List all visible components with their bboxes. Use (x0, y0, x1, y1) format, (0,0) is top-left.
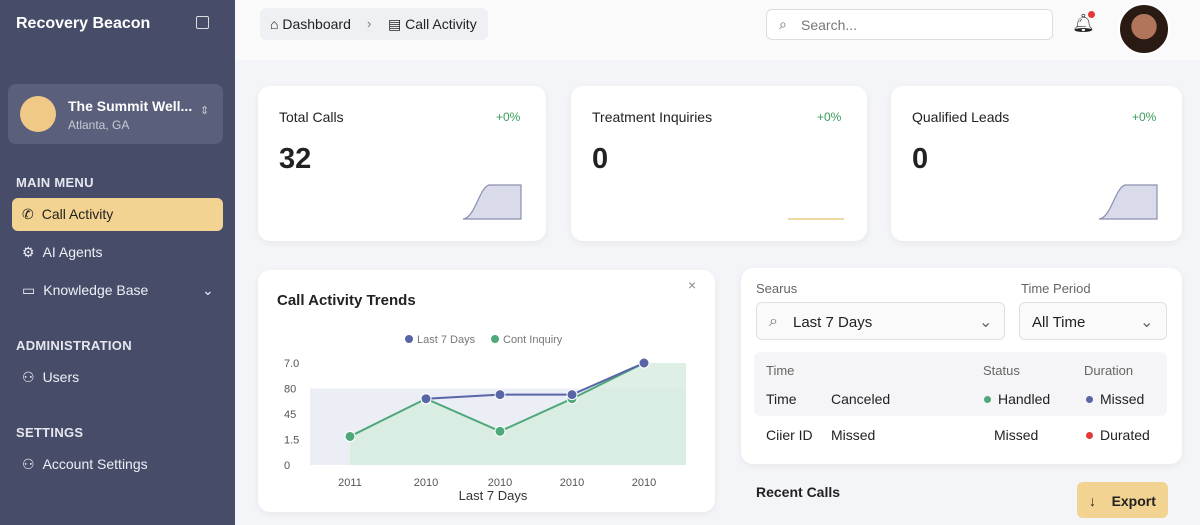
sparkline-area (1098, 184, 1158, 220)
legend-label: Cont Inquiry (503, 334, 563, 346)
period-select[interactable]: All Time ⌄ (1019, 302, 1167, 340)
stat-label: Total Calls (279, 109, 344, 125)
crumb-label: Dashboard (282, 16, 351, 32)
y-tick-label: 1.5 (284, 435, 299, 447)
filter-label: Time Period (1021, 281, 1091, 296)
table-cell: Missed (831, 427, 876, 443)
status-dot (1086, 432, 1093, 439)
org-switcher[interactable]: The Summit Well... Atlanta, GA ⇕ (8, 84, 223, 144)
menu-item[interactable]: ✆ Call Activity (22, 206, 114, 222)
bell[interactable]: 🔔︎ (1072, 13, 1095, 33)
point (566, 389, 578, 401)
table-header: Duration (1084, 363, 1134, 378)
notification-dot (1088, 11, 1095, 18)
y-tick-label: 7.0 (284, 358, 299, 370)
sidebar: Recovery Beacon The Summit Well... Atlan… (0, 0, 235, 525)
status-dot (984, 396, 991, 403)
y-tick-label: 0 (284, 460, 290, 472)
x-tick-label: 2010 (632, 477, 656, 489)
crumb[interactable]: ▤ Call Activity (388, 16, 477, 32)
org-icon (20, 96, 56, 132)
sparkline (1098, 184, 1158, 220)
table-cell: Ciier ID (766, 427, 813, 443)
menu-item[interactable]: ⚇ Account Settings (22, 456, 148, 472)
table-header: Status (983, 363, 1020, 378)
section-title: SETTINGS (16, 425, 84, 440)
x-tick-label: 2010 (414, 477, 438, 489)
crumb-label: Call Activity (405, 16, 477, 32)
y-tick-label: 80 (284, 384, 296, 396)
crumb-sep: › (367, 16, 372, 31)
point (638, 357, 650, 369)
point (344, 430, 356, 442)
stat-value: 0 (592, 143, 609, 175)
y-tick-label: 45 (284, 409, 296, 421)
area (350, 363, 686, 465)
section-title: MAIN MENU (16, 175, 94, 190)
breadcrumb (260, 8, 488, 40)
section-title: Recent Calls (756, 484, 841, 500)
menu-item[interactable]: ⚙ AI Agents (22, 244, 103, 260)
sparkline (788, 218, 844, 220)
stat-value: 0 (912, 143, 929, 175)
x-tick-label: 2010 (560, 477, 584, 489)
menu-label: AI Agents (42, 244, 103, 260)
menu-label: Knowledge Base (43, 282, 149, 298)
legend-label: Last 7 Days (417, 334, 476, 346)
table-cell: Handled (998, 391, 1051, 407)
section-title: ADMINISTRATION (16, 338, 132, 353)
table-cell: Durated (1100, 427, 1150, 443)
avatar[interactable] (1118, 3, 1170, 55)
menu-label: Users (42, 369, 80, 385)
line (425, 362, 645, 400)
table-head-bg (754, 352, 1167, 416)
stat-label: Treatment Inquiries (592, 109, 713, 125)
status-dot (1086, 396, 1093, 403)
stat-label: Qualified Leads (912, 109, 1010, 125)
x-tick-label: 2011 (338, 477, 362, 489)
status-select[interactable]: ⌕ Last 7 Days ⌄ (756, 302, 1005, 340)
stat-change: +0% (1132, 110, 1157, 124)
x-axis-label: Last 7 Days (459, 488, 528, 503)
stat-value: 32 (279, 143, 312, 175)
trends-chart: Call Activity Trends × 0 1.5 45 80 7.0 2011 2010… (277, 277, 696, 503)
point (494, 425, 506, 437)
point (420, 393, 432, 405)
collapse-button[interactable] (196, 16, 209, 29)
stat-change: +0% (496, 110, 521, 124)
sparkline (462, 184, 522, 220)
button-label: Export (1111, 493, 1156, 509)
menu-item[interactable]: ⚇ Users (22, 369, 80, 385)
search-box[interactable]: ⌕ Search... (766, 9, 1053, 40)
legend-dot (405, 335, 413, 343)
menu-label: Account Settings (42, 456, 148, 472)
select-value: Last 7 Days (793, 314, 873, 331)
point (494, 389, 506, 401)
filter-label: Searus (756, 281, 798, 296)
menu-item[interactable]: ▭ Knowledge Base ⌄ (22, 282, 214, 298)
search-placeholder: Search... (801, 17, 858, 33)
table-cell: Time (766, 391, 797, 407)
brand: Recovery Beacon (16, 15, 151, 32)
org-location: Atlanta, GA (68, 118, 130, 132)
sparkline-area (462, 184, 522, 220)
table-cell: Missed (994, 427, 1039, 443)
legend-dot (491, 335, 499, 343)
crumb[interactable]: ⌂ Dashboard (270, 16, 351, 32)
menu-label: Call Activity (41, 206, 114, 222)
table-header: Time (766, 363, 795, 378)
stat-card (571, 86, 867, 241)
table-cell: Canceled (831, 391, 891, 407)
select-value: All Time (1032, 314, 1086, 331)
org-name: The Summit Well... (68, 98, 193, 114)
stat-change: +0% (817, 110, 842, 124)
close-icon: × (688, 277, 696, 293)
table-cell: Missed (1100, 391, 1145, 407)
active-item[interactable] (12, 198, 223, 231)
x-tick-label: 2010 (488, 477, 512, 489)
chart-title: Call Activity Trends (277, 292, 416, 309)
chevron: ⇕ (200, 105, 210, 117)
export-button[interactable]: ↓ Export (1077, 482, 1168, 518)
